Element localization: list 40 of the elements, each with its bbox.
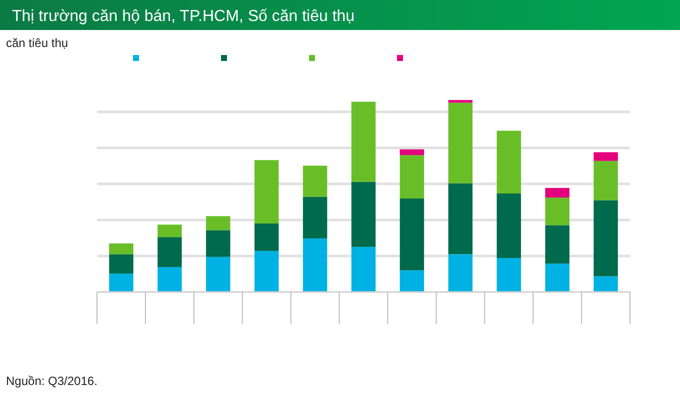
bar	[206, 230, 230, 257]
bar	[594, 160, 618, 200]
bar	[448, 102, 473, 184]
bar	[351, 246, 376, 292]
bar	[302, 238, 328, 292]
chart-title: Thị trường căn hộ bán, TP.HCM, Số căn tiêu thụ	[12, 8, 355, 25]
bar	[254, 250, 279, 292]
bar	[254, 223, 279, 251]
bar	[594, 276, 618, 292]
bar	[448, 100, 473, 103]
bar	[351, 102, 376, 182]
bar	[206, 216, 230, 230]
bar	[545, 188, 570, 198]
bar	[545, 225, 570, 264]
bar	[400, 155, 424, 198]
bar	[496, 130, 521, 194]
bar	[496, 258, 521, 292]
bar	[254, 160, 279, 224]
bar	[351, 182, 376, 247]
bar	[496, 194, 521, 258]
bar	[158, 237, 182, 268]
bar	[109, 254, 134, 274]
text: Nguồn: Q3/2016.	[6, 374, 98, 388]
bar	[158, 224, 182, 238]
bar	[594, 152, 618, 161]
bar	[109, 274, 134, 292]
bar	[545, 198, 570, 226]
bar	[400, 270, 424, 292]
bar	[448, 183, 473, 254]
bar	[448, 254, 473, 292]
bar	[594, 200, 618, 276]
bar	[400, 149, 424, 156]
bar	[302, 196, 328, 238]
y-axis-title: căn tiêu thụ	[6, 36, 68, 50]
bar	[109, 243, 134, 254]
bar	[400, 198, 424, 270]
bar	[158, 267, 182, 292]
bar	[545, 264, 570, 292]
bar	[206, 256, 230, 292]
bar	[302, 166, 328, 197]
